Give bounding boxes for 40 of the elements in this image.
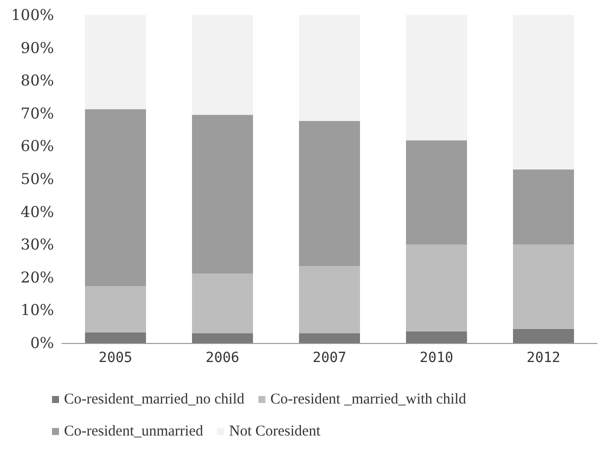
bar — [299, 333, 360, 343]
bar — [85, 109, 146, 286]
y-tick-label: 30% — [20, 236, 54, 254]
x-tick-label: 2012 — [526, 350, 560, 366]
bar — [513, 328, 574, 343]
bar — [85, 286, 146, 333]
bar — [85, 332, 146, 343]
bar — [406, 140, 467, 245]
x-tick-label: 2005 — [98, 350, 132, 366]
legend-label: Not Coresident — [229, 424, 322, 440]
bar — [513, 169, 574, 245]
legend-label: Co-resident_married_no child — [64, 392, 245, 408]
x-tick-label: 2010 — [420, 350, 454, 366]
y-tick-label: 90% — [20, 38, 54, 57]
bar — [299, 120, 360, 266]
bar — [406, 15, 467, 140]
y-tick-label: 50% — [20, 170, 54, 188]
bar — [192, 274, 253, 334]
y-tick-label: 80% — [20, 72, 54, 90]
bar — [406, 331, 467, 343]
bar — [406, 244, 467, 332]
y-tick-label: 0% — [30, 334, 54, 352]
bar — [299, 15, 360, 121]
y-tick-label: 100% — [11, 6, 54, 24]
bar — [192, 114, 253, 274]
x-tick-label: 2007 — [312, 350, 346, 366]
y-tick-label: 60% — [20, 137, 54, 156]
bar — [192, 15, 253, 115]
bar — [85, 15, 146, 110]
y-tick-label: 10% — [20, 301, 54, 320]
bar — [513, 244, 574, 329]
legend-label: Co-resident_unmarried — [64, 424, 204, 440]
bar — [513, 15, 574, 170]
y-tick-label: 40% — [20, 202, 54, 221]
bar — [192, 333, 253, 343]
y-tick-label: 70% — [20, 104, 54, 122]
legend-label: Co-resident _married_with child — [270, 392, 467, 408]
x-tick-label: 2006 — [206, 350, 240, 366]
y-tick-label: 20% — [20, 268, 54, 286]
bar — [299, 266, 360, 334]
